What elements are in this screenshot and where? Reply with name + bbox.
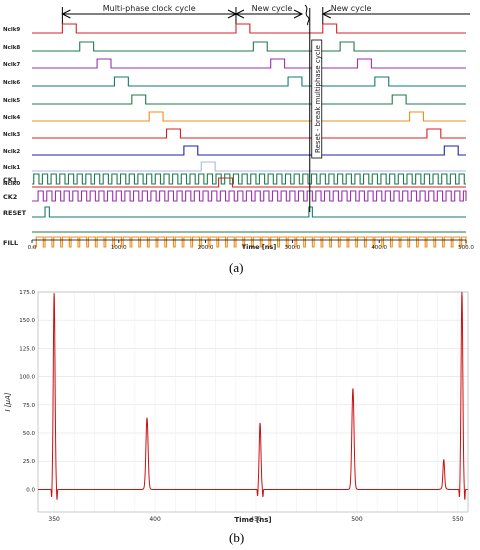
y-tick-label: 175.0 [19, 290, 35, 296]
row-label-nclk9: Nclk9 [3, 27, 20, 33]
arrow-new-cycle-2-head [321, 9, 332, 19]
trace-fill [32, 236, 467, 248]
trace-nclk7 [32, 58, 466, 69]
arrow-new-cycle-1-head-left [234, 9, 245, 19]
row-label-nclk0: Nclk0 [3, 181, 20, 187]
trace-nclk3 [32, 128, 466, 139]
trace-reset [32, 206, 466, 218]
caption-a: (a) [229, 260, 244, 275]
trace-nclk9 [32, 23, 466, 34]
trace-nclk4 [32, 111, 466, 122]
x-tick-label-b: 550 [452, 516, 464, 523]
row-label-ck2: CK2 [3, 193, 17, 201]
trace-nclk0 [32, 177, 466, 188]
trace-nclk8 [32, 41, 466, 52]
timing-diagram: Multi-phase clock cycle New cycle New cycl… [3, 4, 474, 251]
x-tick-label-a: 100.0 [111, 245, 127, 251]
x-tick-label-b: 500 [351, 516, 363, 523]
y-tick-label: 150.0 [19, 318, 35, 324]
current-plot: 0.0 25.0 50.0 75.0 100.0 125.0 150.0 175.0 350 40… [4, 290, 469, 524]
y-tick-label: 75.0 [23, 403, 36, 409]
break-mark [304, 4, 310, 26]
x-tick-label-b: 350 [48, 516, 60, 523]
trace-ck1 [32, 173, 466, 185]
row-label-nclk1: Nclk1 [3, 165, 20, 171]
row-label-nclk4: Nclk4 [3, 115, 20, 121]
trace-ck2 [32, 190, 467, 202]
y-tick-label: 125.0 [19, 346, 35, 352]
row-label-fill: FILL [3, 239, 18, 247]
reset-label: Reset - break multiphase cycle [314, 45, 322, 153]
trace-nclk2 [32, 145, 466, 156]
row-label-nclk6: Nclk6 [3, 80, 20, 86]
x-axis-label-a: Time [ns] [242, 243, 277, 251]
row-label-nclk8: Nclk8 [3, 45, 20, 51]
plot-frame [37, 291, 469, 513]
row-label-nclk3: Nclk3 [3, 132, 20, 138]
x-tick-label-b: 450 [250, 516, 262, 523]
row-label-reset: RESET [3, 209, 27, 217]
y-tick-label: 50.0 [23, 431, 36, 437]
y-axis-label: I [µA] [4, 392, 12, 411]
x-tick-label-a: 300.0 [285, 245, 301, 251]
row-label-nclk5: Nclk5 [3, 98, 20, 104]
arrow-new-cycle-1-head-right [293, 9, 304, 19]
x-tick-label-a: 0.0 [28, 245, 37, 251]
y-tick-label: 0.0 [26, 487, 35, 493]
x-axis-label-b: Time [ns] [234, 516, 271, 524]
x-tick-label-a: 500.0 [458, 245, 474, 251]
arrow-multiphase-head-left [61, 9, 71, 19]
reset-label-box [311, 39, 323, 159]
row-label-nclk7: Nclk7 [3, 62, 20, 68]
x-tick-label-b: 400 [149, 516, 161, 523]
label-multiphase: Multi-phase clock cycle [103, 4, 196, 13]
trace-nclk6 [32, 76, 466, 87]
x-tick-label-a: 200.0 [198, 245, 214, 251]
trace-nclk1 [32, 161, 466, 172]
label-new-cycle-2: New cycle [331, 4, 372, 13]
x-tick-label-a: 400.0 [371, 245, 387, 251]
trace-nclk5 [32, 94, 466, 105]
label-new-cycle-1: New cycle [252, 4, 293, 13]
caption-b: (b) [229, 530, 245, 545]
y-tick-label: 25.0 [23, 459, 36, 465]
row-label-nclk2: Nclk2 [3, 149, 20, 155]
row-label-ck1: CK1 [3, 176, 18, 184]
current-trace [38, 291, 468, 500]
y-tick-label: 100.0 [19, 375, 35, 381]
